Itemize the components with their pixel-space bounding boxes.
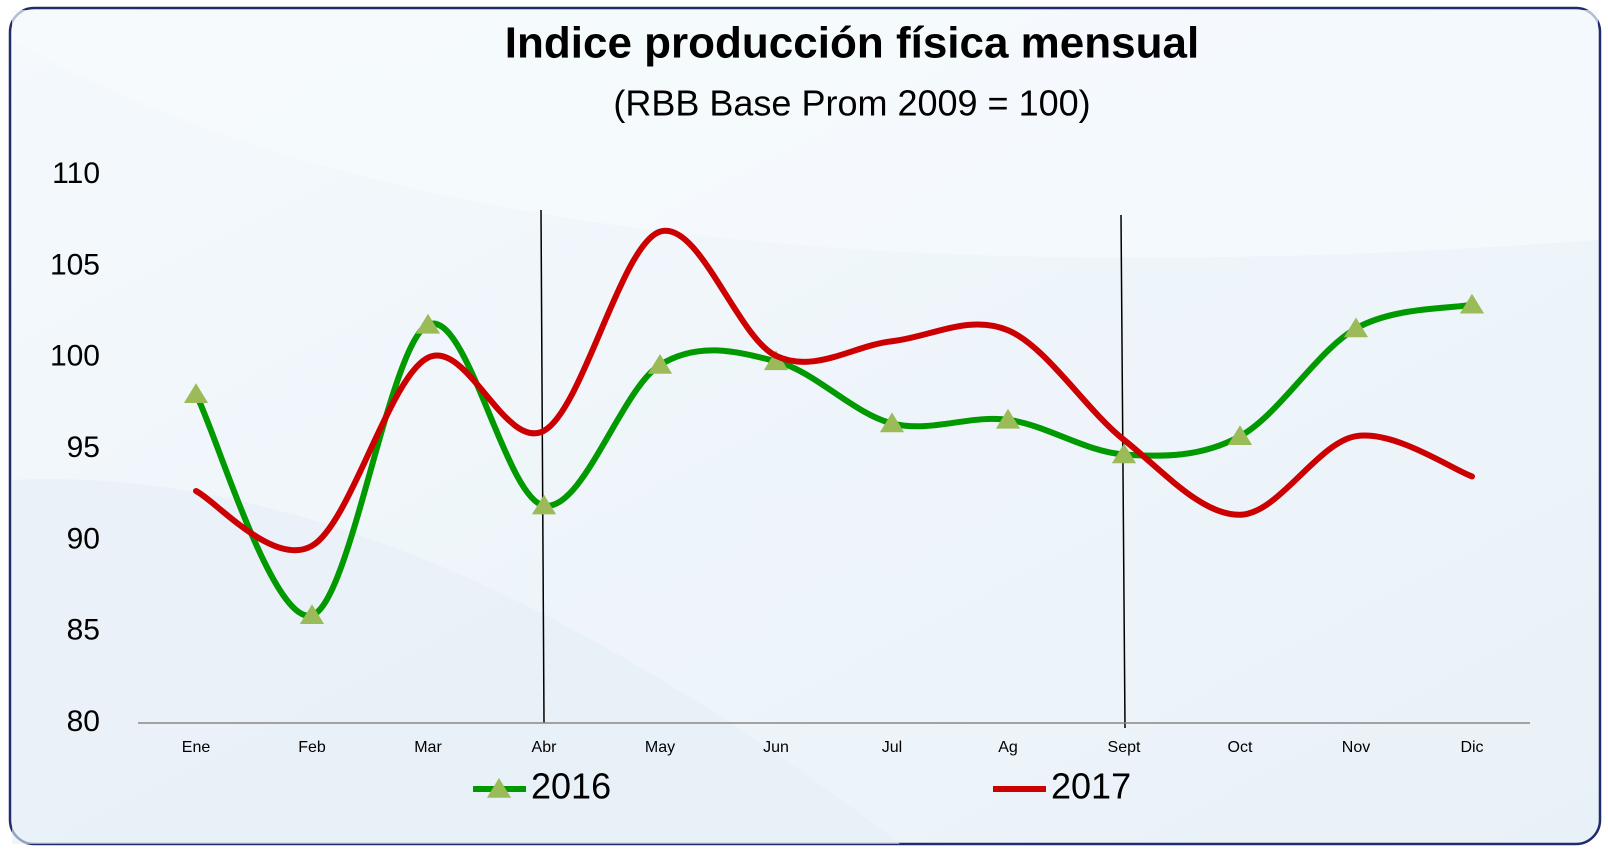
x-tick-label: Jun <box>763 739 789 756</box>
marker-line <box>540 209 545 724</box>
x-tick-label: Nov <box>1342 739 1370 756</box>
x-tick-label: Abr <box>532 739 558 756</box>
marker <box>183 383 209 403</box>
y-tick-label: 110 <box>52 157 100 190</box>
marker-line <box>1120 214 1126 729</box>
chart-title: Indice producción física mensual <box>505 19 1199 68</box>
y-tick-label: 80 <box>67 705 100 738</box>
x-tick-label: Jul <box>882 739 902 756</box>
marker <box>299 604 325 625</box>
x-tick-label: May <box>645 739 675 756</box>
y-tick-label: 85 <box>67 614 100 647</box>
legend-marker <box>486 778 512 798</box>
marker <box>879 412 905 433</box>
chart-subtitle: (RBB Base Prom 2009 = 100) <box>613 83 1090 124</box>
y-tick-label: 105 <box>50 248 100 281</box>
x-tick-label: Sept <box>1108 739 1141 756</box>
x-tick-label: Ag <box>998 739 1018 756</box>
x-tick-label: Ene <box>182 739 211 756</box>
marker <box>1111 443 1137 464</box>
marker <box>647 353 673 374</box>
legend-label: 2017 <box>1051 766 1131 807</box>
series-line <box>193 227 1475 554</box>
x-tick-label: Feb <box>298 739 326 756</box>
x-tick-label: Oct <box>1228 739 1253 756</box>
marker <box>995 408 1021 429</box>
marker <box>415 313 441 334</box>
y-tick-label: 100 <box>50 340 100 373</box>
y-tick-label: 95 <box>67 431 100 464</box>
marker <box>763 350 789 371</box>
marker <box>1227 425 1253 446</box>
y-tick-label: 90 <box>67 522 100 555</box>
x-tick-label: Dic <box>1460 739 1483 756</box>
marker <box>1459 293 1485 314</box>
background-swoosh <box>12 479 900 844</box>
marker <box>531 494 557 515</box>
background-swoosh <box>12 10 1598 258</box>
x-tick-label: Mar <box>414 739 442 756</box>
legend-label: 2016 <box>531 766 611 807</box>
marker <box>1343 317 1369 338</box>
